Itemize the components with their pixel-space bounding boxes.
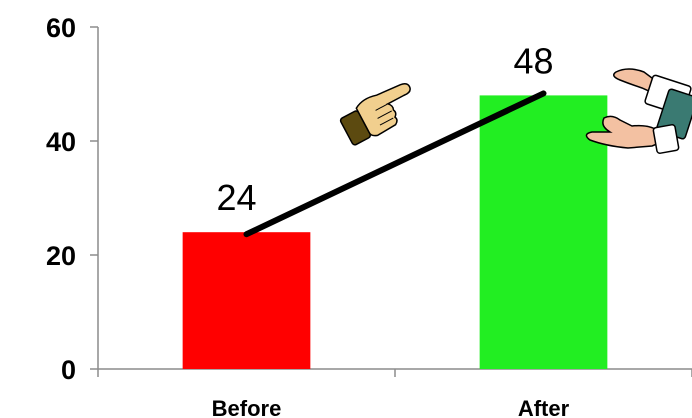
- y-tick-label: 60: [46, 13, 76, 43]
- bar-before: [182, 232, 311, 369]
- y-tick-label: 40: [46, 127, 76, 157]
- data-label: 24: [216, 177, 256, 218]
- trend-line: [243, 90, 547, 238]
- y-axis-ticks: 0 20 40 60: [46, 13, 98, 385]
- x-tick-label: After: [518, 396, 570, 418]
- clapping-hands-icon: [585, 68, 692, 154]
- data-labels: 24 48: [216, 40, 553, 218]
- bars: [182, 95, 608, 370]
- x-tick-label: Before: [212, 396, 282, 418]
- bar-after: [479, 95, 608, 370]
- pointing-hand-icon: [339, 83, 411, 146]
- y-tick-label: 0: [61, 355, 76, 385]
- y-tick-label: 20: [46, 241, 76, 271]
- data-label: 48: [513, 40, 553, 81]
- x-axis-ticks: Before After: [97, 369, 692, 418]
